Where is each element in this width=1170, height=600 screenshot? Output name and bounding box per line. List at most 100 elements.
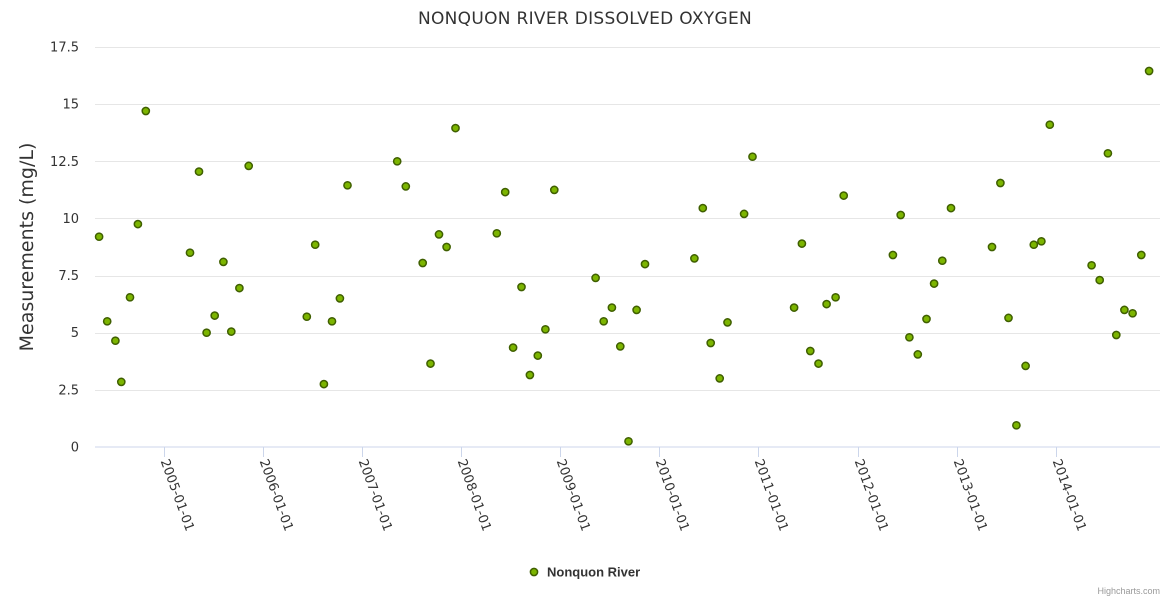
data-point[interactable] xyxy=(905,332,914,342)
data-point[interactable] xyxy=(1111,330,1121,340)
data-point[interactable] xyxy=(946,203,956,213)
data-point[interactable] xyxy=(1120,305,1129,315)
data-point[interactable] xyxy=(194,167,204,176)
credits-link[interactable]: Highcharts.com xyxy=(1097,586,1160,596)
data-point[interactable] xyxy=(310,240,320,250)
y-tick-label: 17.5 xyxy=(50,41,79,56)
y-tick-label: 0 xyxy=(71,441,79,456)
data-point[interactable] xyxy=(94,232,104,242)
data-point[interactable] xyxy=(418,258,428,268)
data-point[interactable] xyxy=(698,203,708,213)
data-point[interactable] xyxy=(1045,120,1055,130)
data-point[interactable] xyxy=(442,242,451,252)
data-point[interactable] xyxy=(822,299,831,309)
data-point[interactable] xyxy=(896,210,906,220)
data-point[interactable] xyxy=(533,351,543,360)
data-point[interactable] xyxy=(500,187,510,197)
data-point[interactable] xyxy=(141,106,151,116)
data-point[interactable] xyxy=(226,327,236,336)
data-point[interactable] xyxy=(814,359,823,368)
data-point[interactable] xyxy=(202,328,211,338)
data-point[interactable] xyxy=(987,242,997,252)
data-point[interactable] xyxy=(922,314,931,324)
data-point[interactable] xyxy=(690,254,699,263)
y-tick-label: 7.5 xyxy=(58,269,79,284)
data-point[interactable] xyxy=(1136,250,1146,260)
data-point[interactable] xyxy=(327,316,337,326)
data-point[interactable] xyxy=(116,377,126,387)
data-point[interactable] xyxy=(434,230,444,239)
data-point[interactable] xyxy=(517,282,526,292)
chart-title: NONQUON RIVER DISSOLVED OXYGEN xyxy=(418,9,752,29)
data-point[interactable] xyxy=(831,292,840,302)
data-point[interactable] xyxy=(748,152,757,162)
data-point[interactable] xyxy=(492,228,502,238)
data-point[interactable] xyxy=(111,336,120,346)
data-point[interactable] xyxy=(805,346,815,356)
data-point[interactable] xyxy=(508,343,518,352)
data-point[interactable] xyxy=(1095,275,1105,285)
y-tick-label: 2.5 xyxy=(58,383,79,398)
data-point[interactable] xyxy=(133,219,143,229)
data-point[interactable] xyxy=(451,123,460,133)
legend-marker xyxy=(529,567,539,577)
data-point[interactable] xyxy=(525,370,535,380)
data-point[interactable] xyxy=(102,316,112,326)
data-point[interactable] xyxy=(549,185,559,195)
data-point[interactable] xyxy=(1029,240,1039,250)
y-tick-label: 12.5 xyxy=(50,155,79,170)
data-point[interactable] xyxy=(929,279,939,288)
data-point[interactable] xyxy=(125,292,135,302)
y-axis-title: Measurements (mg/L) xyxy=(16,143,38,352)
data-point[interactable] xyxy=(1128,308,1137,318)
data-point[interactable] xyxy=(888,250,898,260)
data-point[interactable] xyxy=(1087,260,1096,270)
data-point[interactable] xyxy=(624,436,633,446)
data-point[interactable] xyxy=(244,161,254,171)
data-point[interactable] xyxy=(996,178,1005,188)
data-point[interactable] xyxy=(607,303,617,312)
data-point[interactable] xyxy=(1012,420,1021,430)
scatter-points-nonquon-river xyxy=(94,66,1154,446)
data-point[interactable] xyxy=(426,359,435,368)
data-point[interactable] xyxy=(937,256,947,266)
data-point[interactable] xyxy=(1144,66,1154,76)
data-point[interactable] xyxy=(640,259,650,269)
data-point[interactable] xyxy=(319,379,329,389)
y-tick-labels: 0 2.5 5 7.5 10 12.5 15 17.5 xyxy=(50,41,79,456)
data-point[interactable] xyxy=(591,273,600,283)
data-point[interactable] xyxy=(706,338,716,348)
data-point[interactable] xyxy=(1004,313,1013,323)
data-point[interactable] xyxy=(210,311,220,320)
data-point[interactable] xyxy=(739,209,749,219)
data-point[interactable] xyxy=(335,294,345,303)
data-point[interactable] xyxy=(343,180,352,190)
data-point[interactable] xyxy=(185,248,195,258)
data-point[interactable] xyxy=(797,239,807,248)
data-point[interactable] xyxy=(599,316,609,326)
data-point[interactable] xyxy=(235,283,244,293)
data-point[interactable] xyxy=(219,257,228,267)
data-point[interactable] xyxy=(392,156,402,166)
data-point[interactable] xyxy=(839,191,849,200)
data-point[interactable] xyxy=(789,303,799,312)
data-point[interactable] xyxy=(715,374,725,383)
y-tick-label: 5 xyxy=(71,326,79,341)
y-tick-label: 10 xyxy=(62,212,79,227)
data-point[interactable] xyxy=(1021,361,1030,371)
data-point[interactable] xyxy=(302,312,312,322)
data-point[interactable] xyxy=(1103,148,1113,158)
data-point[interactable] xyxy=(913,350,923,359)
gridlines xyxy=(95,47,1160,391)
data-point[interactable] xyxy=(615,342,625,351)
legend-label: Nonquon River xyxy=(547,565,640,580)
data-point[interactable] xyxy=(723,318,732,327)
legend-item-nonquon-river[interactable]: Nonquon River xyxy=(529,565,640,580)
data-point[interactable] xyxy=(541,324,550,334)
data-point[interactable] xyxy=(632,305,641,315)
data-point[interactable] xyxy=(401,182,411,191)
data-point[interactable] xyxy=(1037,236,1046,246)
y-tick-label: 15 xyxy=(62,98,79,113)
